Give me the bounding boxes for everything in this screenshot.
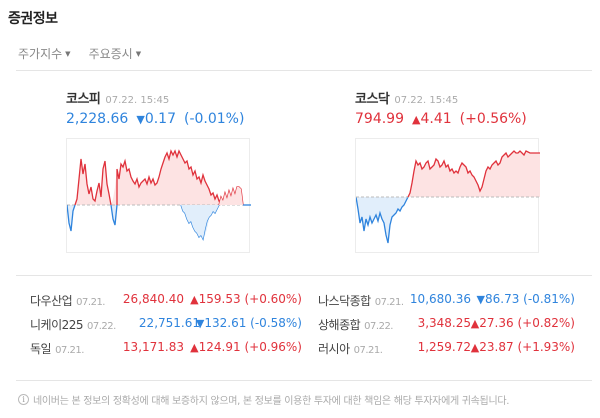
index-time: 07.22. 15:45 xyxy=(394,95,459,106)
world-markets-left: 다우산업 07.21. 26,840.40 ▲159.53 (+0.60%) 니케… xyxy=(30,292,302,364)
market-row[interactable]: 다우산업 07.21. 26,840.40 ▲159.53 (+0.60%) xyxy=(30,292,302,316)
market-value: 22,751.61 xyxy=(138,316,200,330)
tab-stock-index[interactable]: 주가지수 ▼ xyxy=(18,45,71,62)
market-value: 1,259.72 xyxy=(417,340,471,354)
index-tabs: 주가지수 ▼ 주요증시 ▼ xyxy=(18,45,141,62)
market-name: 러시아 xyxy=(318,342,350,356)
divider xyxy=(16,70,592,71)
market-date: 07.21. xyxy=(55,345,84,356)
world-markets-right: 나스닥종합 07.21. 10,680.36 ▼86.73 (-0.81%) 상해… xyxy=(318,292,575,364)
market-name: 상해종합 xyxy=(318,318,361,332)
market-date: 07.22. xyxy=(87,321,116,332)
divider xyxy=(16,275,592,276)
index-percent: (+0.56%) xyxy=(459,111,527,127)
market-change: 23.87 xyxy=(479,340,514,354)
market-row[interactable]: 러시아 07.21. 1,259.72 ▲23.87 (+1.93%) xyxy=(318,340,575,364)
market-percent: (-0.58%) xyxy=(250,316,302,330)
down-arrow-icon: ▼ xyxy=(476,293,485,306)
index-value: 2,228.66 xyxy=(66,111,129,127)
up-arrow-icon: ▲ xyxy=(470,317,480,330)
kospi-panel[interactable]: 코스피 07.22. 15:45 2,228.66 ▼0.17 (-0.01%) xyxy=(66,88,266,127)
market-value: 3,348.25 xyxy=(417,316,471,330)
market-row[interactable]: 독일 07.21. 13,171.83 ▲124.91 (+0.96%) xyxy=(30,340,302,364)
market-change: 132.61 xyxy=(204,316,247,330)
down-arrow-icon: ▼ xyxy=(136,113,145,126)
caret-down-icon: ▼ xyxy=(135,49,142,58)
market-row[interactable]: 니케이225 07.22. 22,751.61 ▼132.61 (-0.58%) xyxy=(30,316,302,340)
market-change: 86.73 xyxy=(484,292,520,306)
market-date: 07.21. xyxy=(353,345,383,356)
index-change: 4.41 xyxy=(420,111,452,127)
info-icon: i xyxy=(18,394,29,405)
up-arrow-icon: ▲ xyxy=(412,113,421,126)
market-value: 10,680.36 xyxy=(409,292,471,306)
market-date: 07.21. xyxy=(76,297,105,308)
market-percent: (+0.96%) xyxy=(244,340,302,354)
market-date: 07.21. xyxy=(374,297,404,308)
up-arrow-icon: ▲ xyxy=(190,293,199,306)
up-arrow-icon: ▲ xyxy=(190,341,199,354)
market-percent: (+0.82%) xyxy=(517,316,575,330)
kospi-chart[interactable] xyxy=(66,138,251,253)
market-date: 07.22. xyxy=(364,321,393,332)
market-change: 124.91 xyxy=(198,340,241,354)
disclaimer: i 네이버는 본 정보의 정확성에 대해 보증하지 않으며, 본 정보를 이용한… xyxy=(18,392,509,407)
market-row[interactable]: 나스닥종합 07.21. 10,680.36 ▼86.73 (-0.81%) xyxy=(318,292,575,316)
up-arrow-icon: ▲ xyxy=(470,341,480,354)
market-name: 독일 xyxy=(30,342,52,356)
section-title: 증권정보 xyxy=(8,11,58,27)
caret-down-icon: ▼ xyxy=(65,49,71,58)
market-value: 26,840.40 xyxy=(122,292,184,306)
index-name: 코스피 xyxy=(66,92,101,107)
disclaimer-text: 네이버는 본 정보의 정확성에 대해 보증하지 않으며, 본 정보를 이용한 투… xyxy=(33,396,510,407)
market-percent: (+0.60%) xyxy=(244,292,302,306)
tab-label: 주가지수 xyxy=(18,47,63,61)
kosdaq-panel[interactable]: 코스닥 07.22. 15:45 794.99 ▲4.41 (+0.56%) xyxy=(355,88,555,127)
market-percent: (-0.81%) xyxy=(523,292,575,306)
market-change: 27.36 xyxy=(479,316,514,330)
index-time: 07.22. 15:45 xyxy=(105,95,170,106)
market-change: 159.53 xyxy=(198,292,241,306)
kosdaq-chart[interactable] xyxy=(355,138,540,253)
divider xyxy=(16,380,592,381)
market-name: 니케이225 xyxy=(30,318,84,332)
market-percent: (+1.93%) xyxy=(517,340,575,354)
index-value: 794.99 xyxy=(355,111,404,127)
market-row[interactable]: 상해종합 07.22. 3,348.25 ▲27.36 (+0.82%) xyxy=(318,316,575,340)
tab-label: 주요증시 xyxy=(88,47,133,61)
tab-major-markets[interactable]: 주요증시 ▼ xyxy=(89,45,142,62)
market-name: 나스닥종합 xyxy=(318,294,371,308)
index-name: 코스닥 xyxy=(355,92,390,107)
index-percent: (-0.01%) xyxy=(183,111,245,127)
down-arrow-icon: ▼ xyxy=(195,317,205,330)
market-name: 다우산업 xyxy=(30,294,73,308)
index-change: 0.17 xyxy=(144,111,176,127)
market-value: 13,171.83 xyxy=(122,340,184,354)
